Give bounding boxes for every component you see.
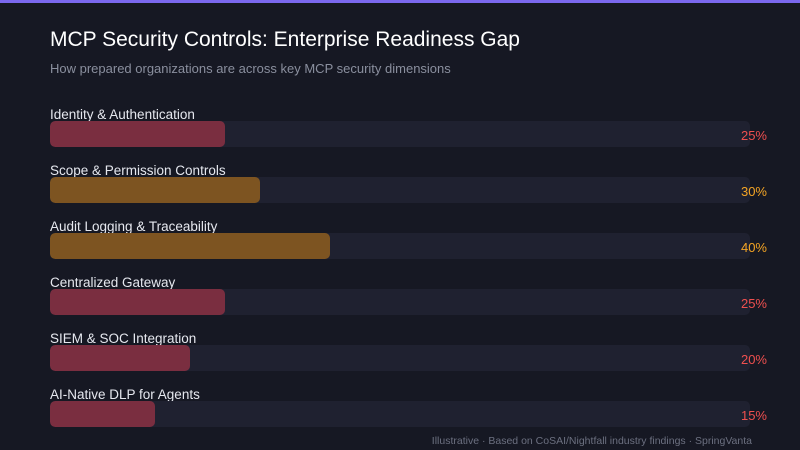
bar-category-label: Identity & Authentication — [50, 107, 195, 122]
bar-category-label: SIEM & SOC Integration — [50, 331, 197, 346]
bar — [50, 345, 190, 371]
bar-category-label: Centralized Gateway — [50, 275, 176, 290]
bar-track — [50, 345, 750, 371]
bar-value-label: 40% — [740, 240, 767, 255]
bar-row: AI-Native DLP for Agents 15% — [50, 387, 770, 443]
bar — [50, 233, 330, 259]
bar — [50, 121, 225, 147]
bar-row: Scope & Permission Controls 30% — [50, 163, 770, 219]
bar-track — [50, 177, 750, 203]
bar-row: SIEM & SOC Integration 20% — [50, 331, 770, 387]
bar-category-label: Scope & Permission Controls — [50, 163, 226, 178]
bar-value-label: 30% — [740, 184, 767, 199]
bar — [50, 401, 155, 427]
chart-subtitle: How prepared organizations are across ke… — [50, 61, 451, 76]
bar-row: Centralized Gateway 25% — [50, 275, 770, 331]
footer-note: Illustrative · Based on CoSAI/Nightfall … — [431, 435, 752, 447]
bar-value-label: 25% — [740, 128, 767, 143]
bar-value-label: 15% — [740, 408, 767, 423]
bar-category-label: AI-Native DLP for Agents — [50, 387, 200, 402]
bar-track — [50, 121, 750, 147]
bar-row: Audit Logging & Traceability 40% — [50, 219, 770, 275]
bar — [50, 289, 225, 315]
bar-track — [50, 233, 750, 259]
bar-value-label: 20% — [740, 352, 767, 367]
chart-title: MCP Security Controls: Enterprise Readin… — [50, 28, 520, 51]
bar-track — [50, 289, 750, 315]
bar-category-label: Audit Logging & Traceability — [50, 219, 218, 234]
bar-value-label: 25% — [740, 296, 767, 311]
bar — [50, 177, 260, 203]
bar-track — [50, 401, 750, 427]
accent-top-bar — [0, 0, 800, 3]
bar-row: Identity & Authentication 25% — [50, 107, 770, 163]
